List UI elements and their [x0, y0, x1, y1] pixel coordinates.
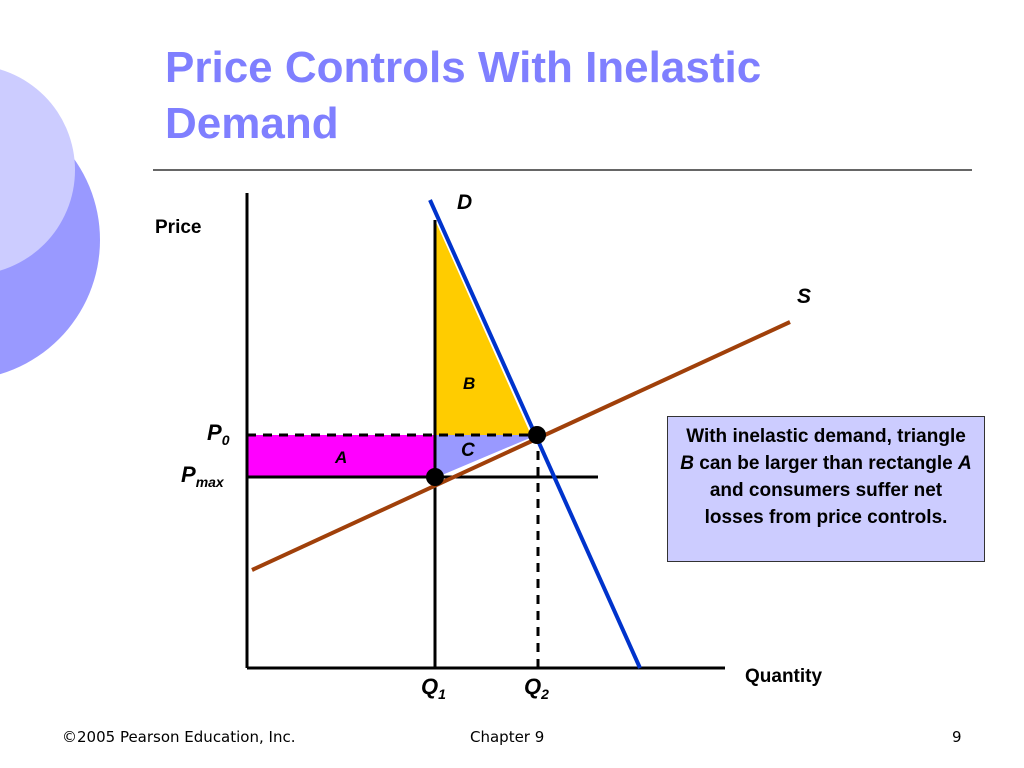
- supply-curve: [251, 320, 791, 572]
- footer-copyright: ©2005 Pearson Education, Inc.: [62, 728, 296, 746]
- p0-main: P: [207, 420, 222, 445]
- decor-circle: [0, 69, 75, 271]
- demand-label: D: [457, 191, 472, 214]
- p0-label: P0: [207, 420, 230, 448]
- area-b: [435, 220, 531, 435]
- q1-label: Q1: [421, 674, 446, 702]
- y-axis-label: Price: [155, 217, 201, 238]
- area-a-label: A: [334, 448, 347, 467]
- pmax-label: Pmax: [181, 462, 225, 490]
- q2-sub: 2: [540, 686, 549, 702]
- supply-label: S: [797, 285, 811, 308]
- area-b-label: B: [463, 374, 475, 393]
- note-emphasis: A: [957, 453, 972, 474]
- area-c-label: C: [461, 440, 475, 461]
- pmax-sub: max: [196, 474, 225, 490]
- area-a: [247, 435, 435, 477]
- control-point: [426, 468, 444, 486]
- q2-main: Q: [524, 674, 541, 699]
- area-c: [435, 435, 537, 478]
- q2-label: Q2: [524, 674, 549, 702]
- equilibrium-point: [528, 426, 546, 444]
- note-emphasis: B: [680, 453, 694, 474]
- x-axis-label: Quantity: [745, 666, 822, 687]
- q1-main: Q: [421, 674, 438, 699]
- note-text: With inelastic demand, triangle: [686, 426, 966, 447]
- q1-sub: 1: [438, 686, 446, 702]
- note-text: can be larger than rectangle: [694, 453, 958, 474]
- pmax-main: P: [181, 462, 196, 487]
- footer-chapter: Chapter 9: [470, 728, 545, 746]
- slide-title: Price Controls With Inelastic Demand: [165, 43, 762, 148]
- footer-page: 9: [952, 728, 962, 746]
- p0-sub: 0: [222, 432, 230, 448]
- note-text: and consumers suffer net losses from pri…: [704, 480, 948, 528]
- note-box: With inelastic demand, triangle B can be…: [667, 416, 985, 562]
